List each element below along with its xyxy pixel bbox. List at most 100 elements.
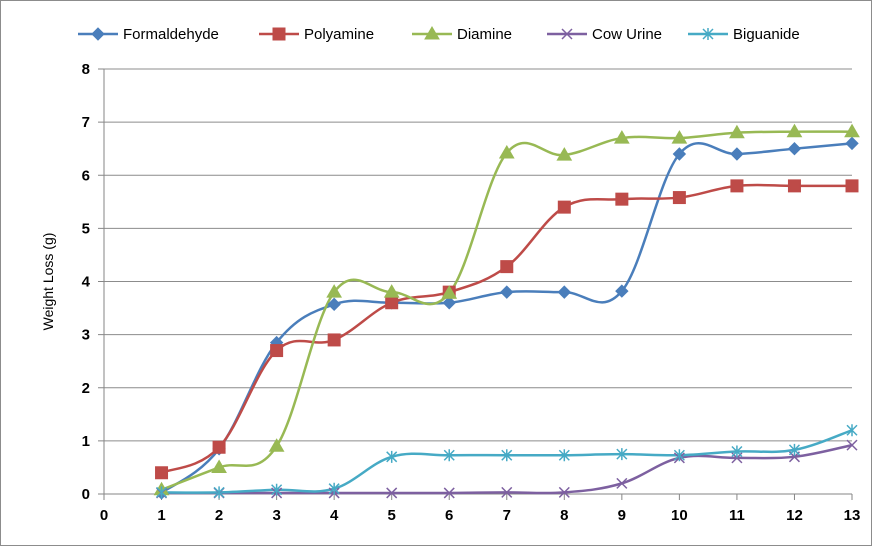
data-point-formaldehyde — [615, 284, 629, 298]
data-point-polyamine — [212, 440, 226, 454]
data-point-biguanide — [271, 483, 283, 496]
legend-item-cow-urine: Cow Urine — [547, 26, 662, 43]
legend-marker — [424, 26, 440, 40]
data-point-polyamine — [327, 333, 341, 347]
x-tick-label: 13 — [844, 507, 861, 524]
x-tick-label: 12 — [786, 507, 803, 524]
data-point-polyamine — [557, 200, 571, 214]
series-markers — [153, 123, 860, 500]
data-point-diamine — [498, 144, 515, 159]
legend: Formaldehyde Polyamine Diamine Cow Urine Big… — [78, 26, 800, 43]
x-tick-labels: 0 1 2 3 4 5 6 7 8 9 10 11 12 13 — [100, 507, 861, 524]
data-point-formaldehyde — [327, 297, 341, 312]
y-tick-labels: 0 1 2 3 4 5 6 7 8 — [82, 61, 91, 503]
data-point-cow-urine — [443, 487, 455, 499]
gridlines — [104, 68, 852, 442]
data-point-diamine — [268, 438, 285, 452]
y-tick-label: 1 — [82, 433, 90, 450]
y-tick-label: 6 — [82, 167, 90, 184]
legend-item-formaldehyde: Formaldehyde — [78, 26, 219, 43]
data-point-diamine — [729, 124, 745, 139]
data-point-biguanide — [328, 482, 340, 495]
x-tick-label: 4 — [330, 507, 339, 524]
legend-label: Polyamine — [304, 26, 374, 43]
data-point-formaldehyde — [442, 296, 456, 310]
data-point-formaldehyde — [500, 285, 514, 299]
data-point-diamine — [786, 123, 803, 138]
data-point-polyamine — [615, 192, 629, 206]
x-tick-label: 7 — [503, 507, 511, 524]
data-point-diamine — [211, 459, 227, 473]
data-point-cow-urine — [386, 487, 398, 499]
data-point-polyamine — [845, 179, 859, 193]
data-point-formaldehyde — [730, 147, 744, 161]
data-point-formaldehyde — [787, 141, 802, 156]
data-point-biguanide — [788, 443, 800, 456]
data-point-biguanide — [731, 445, 743, 458]
data-point-polyamine — [155, 466, 169, 480]
data-point-diamine — [844, 123, 860, 138]
x-tick-label: 10 — [671, 507, 688, 524]
data-point-formaldehyde — [672, 147, 687, 161]
data-point-diamine — [556, 147, 573, 161]
data-point-biguanide — [616, 448, 628, 461]
legend-item-polyamine: Polyamine — [259, 26, 374, 43]
x-tick-label: 6 — [445, 507, 453, 524]
x-tick-label: 5 — [388, 507, 396, 524]
x-tick-label: 3 — [272, 507, 280, 524]
data-point-cow-urine — [616, 477, 628, 489]
data-point-biguanide — [213, 486, 225, 499]
y-tick-label: 5 — [82, 220, 90, 237]
legend-marker — [561, 28, 573, 40]
y-tick-label: 2 — [82, 380, 90, 397]
data-point-biguanide — [558, 449, 570, 462]
legend-marker — [91, 27, 105, 41]
data-point-biguanide — [846, 424, 858, 437]
legend-label: Biguanide — [733, 26, 800, 43]
data-point-biguanide — [443, 449, 455, 462]
series-lines — [160, 130, 853, 495]
data-point-polyamine — [500, 260, 514, 274]
x-tick-label: 0 — [100, 507, 108, 524]
legend-label: Cow Urine — [592, 26, 662, 43]
data-point-biguanide — [156, 486, 168, 499]
data-point-biguanide — [501, 449, 513, 462]
data-point-formaldehyde — [557, 285, 572, 299]
data-point-diamine — [441, 285, 458, 299]
y-tick-label: 8 — [82, 61, 90, 78]
y-tick-label: 3 — [82, 327, 90, 344]
y-tick-label: 4 — [82, 274, 91, 291]
data-point-diamine — [613, 130, 630, 144]
data-point-formaldehyde — [845, 136, 859, 151]
data-point-biguanide — [673, 449, 685, 462]
x-tick-label: 11 — [729, 507, 745, 524]
data-point-polyamine — [730, 179, 744, 193]
legend-marker — [272, 27, 286, 41]
y-axis-label: Weight Loss (g) — [40, 233, 56, 331]
legend-label: Diamine — [457, 26, 512, 43]
data-point-cow-urine — [558, 486, 570, 498]
y-tick-label: 0 — [82, 486, 90, 503]
series-line-biguanide — [161, 429, 853, 494]
x-tick-label: 1 — [157, 507, 165, 524]
x-tick-label: 9 — [618, 507, 626, 524]
legend-label: Formaldehyde — [123, 26, 219, 43]
x-tick-label: 2 — [215, 507, 223, 524]
y-tick-label: 7 — [82, 114, 90, 131]
data-point-polyamine — [385, 296, 399, 310]
data-point-diamine — [326, 284, 343, 298]
data-point-cow-urine — [501, 486, 513, 498]
x-tick-label: 8 — [560, 507, 568, 524]
data-point-polyamine — [672, 191, 686, 205]
data-point-biguanide — [386, 450, 398, 463]
data-point-diamine — [671, 130, 688, 144]
data-point-diamine — [383, 284, 400, 298]
data-point-polyamine — [270, 344, 284, 358]
data-point-polyamine — [787, 179, 801, 193]
legend-marker — [702, 28, 714, 40]
data-point-cow-urine — [846, 439, 858, 451]
legend-item-diamine: Diamine — [412, 26, 512, 43]
legend-item-biguanide: Biguanide — [688, 26, 800, 43]
